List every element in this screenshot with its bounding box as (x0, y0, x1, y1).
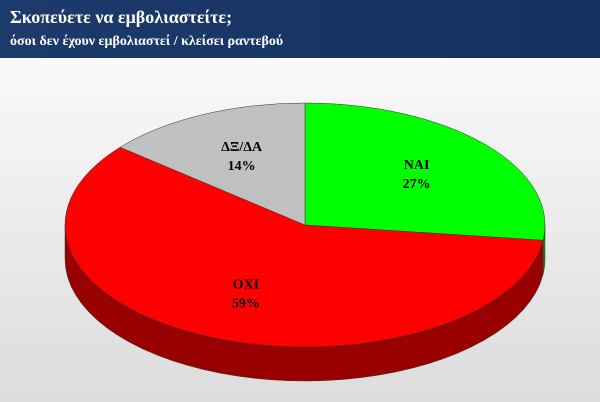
value-label: 27% (403, 177, 431, 192)
pie-slice (119, 102, 306, 226)
slice-label: ΟΧΙ (233, 278, 259, 293)
pie-slice (304, 102, 546, 241)
value-label: 14% (228, 159, 256, 174)
chart-title: Σκοπεύετε να εμβολιαστείτε; (10, 7, 232, 27)
slice-label: ΝΑΙ (404, 158, 430, 173)
pie: ΝΑΙ 27% ΟΧΙ 59% ΔΞ/ΔΑ 14% (64, 102, 546, 382)
chart-subtitle: όσοι δεν έχουν εμβολιαστεί / κλείσει ραν… (10, 34, 283, 49)
value-label: 59% (232, 297, 260, 312)
header (0, 0, 600, 58)
pie-slice (64, 146, 544, 348)
slice-label: ΔΞ/ΔΑ (221, 140, 263, 155)
